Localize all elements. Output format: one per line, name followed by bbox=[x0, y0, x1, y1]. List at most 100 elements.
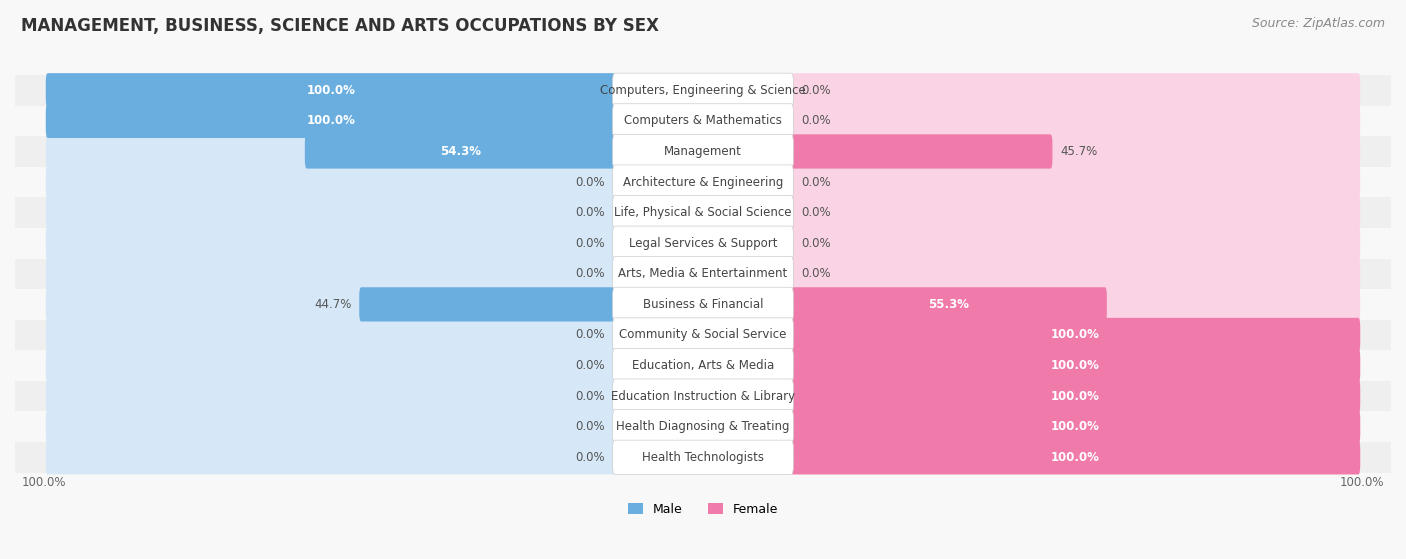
FancyBboxPatch shape bbox=[613, 165, 793, 199]
FancyBboxPatch shape bbox=[46, 287, 616, 321]
Text: Life, Physical & Social Science: Life, Physical & Social Science bbox=[614, 206, 792, 219]
Text: 54.3%: 54.3% bbox=[440, 145, 481, 158]
FancyBboxPatch shape bbox=[46, 440, 616, 475]
FancyBboxPatch shape bbox=[359, 287, 616, 321]
FancyBboxPatch shape bbox=[613, 379, 793, 413]
FancyBboxPatch shape bbox=[46, 165, 616, 199]
FancyBboxPatch shape bbox=[46, 226, 616, 260]
FancyBboxPatch shape bbox=[790, 134, 1053, 169]
Text: 100.0%: 100.0% bbox=[1340, 476, 1385, 489]
Text: Business & Financial: Business & Financial bbox=[643, 298, 763, 311]
Text: 100.0%: 100.0% bbox=[1050, 420, 1099, 433]
Bar bbox=[15, 350, 1391, 381]
Text: 100.0%: 100.0% bbox=[307, 84, 356, 97]
Text: 0.0%: 0.0% bbox=[575, 236, 605, 250]
FancyBboxPatch shape bbox=[46, 104, 616, 138]
FancyBboxPatch shape bbox=[46, 73, 616, 107]
Text: Management: Management bbox=[664, 145, 742, 158]
FancyBboxPatch shape bbox=[790, 73, 1360, 107]
FancyBboxPatch shape bbox=[790, 440, 1360, 475]
Text: 44.7%: 44.7% bbox=[314, 298, 352, 311]
FancyBboxPatch shape bbox=[613, 440, 793, 475]
FancyBboxPatch shape bbox=[613, 287, 793, 321]
FancyBboxPatch shape bbox=[790, 104, 1360, 138]
FancyBboxPatch shape bbox=[790, 196, 1360, 230]
Text: Computers, Engineering & Science: Computers, Engineering & Science bbox=[600, 84, 806, 97]
Bar bbox=[15, 197, 1391, 228]
Text: Architecture & Engineering: Architecture & Engineering bbox=[623, 176, 783, 188]
Legend: Male, Female: Male, Female bbox=[628, 503, 778, 516]
Text: Legal Services & Support: Legal Services & Support bbox=[628, 236, 778, 250]
Text: 100.0%: 100.0% bbox=[1050, 451, 1099, 464]
Bar bbox=[15, 289, 1391, 320]
Bar bbox=[15, 381, 1391, 411]
Bar bbox=[15, 75, 1391, 106]
Text: 100.0%: 100.0% bbox=[1050, 329, 1099, 342]
Text: 0.0%: 0.0% bbox=[801, 115, 831, 127]
Text: Education, Arts & Media: Education, Arts & Media bbox=[631, 359, 775, 372]
FancyBboxPatch shape bbox=[613, 257, 793, 291]
Text: 0.0%: 0.0% bbox=[575, 390, 605, 402]
FancyBboxPatch shape bbox=[790, 379, 1360, 413]
FancyBboxPatch shape bbox=[613, 226, 793, 260]
Text: 0.0%: 0.0% bbox=[801, 267, 831, 280]
Bar bbox=[15, 167, 1391, 197]
Text: Source: ZipAtlas.com: Source: ZipAtlas.com bbox=[1251, 17, 1385, 30]
FancyBboxPatch shape bbox=[790, 226, 1360, 260]
FancyBboxPatch shape bbox=[790, 440, 1360, 475]
Text: 100.0%: 100.0% bbox=[1050, 359, 1099, 372]
Bar bbox=[15, 320, 1391, 350]
Text: 0.0%: 0.0% bbox=[575, 329, 605, 342]
Bar bbox=[15, 106, 1391, 136]
Text: 0.0%: 0.0% bbox=[801, 84, 831, 97]
Text: 45.7%: 45.7% bbox=[1060, 145, 1098, 158]
FancyBboxPatch shape bbox=[46, 410, 616, 444]
Text: 0.0%: 0.0% bbox=[575, 451, 605, 464]
Text: Computers & Mathematics: Computers & Mathematics bbox=[624, 115, 782, 127]
FancyBboxPatch shape bbox=[790, 410, 1360, 444]
Bar bbox=[15, 228, 1391, 258]
Text: 0.0%: 0.0% bbox=[575, 420, 605, 433]
Bar bbox=[15, 258, 1391, 289]
FancyBboxPatch shape bbox=[46, 196, 616, 230]
FancyBboxPatch shape bbox=[46, 134, 616, 169]
Text: 0.0%: 0.0% bbox=[575, 176, 605, 188]
Text: 0.0%: 0.0% bbox=[801, 206, 831, 219]
FancyBboxPatch shape bbox=[613, 318, 793, 352]
FancyBboxPatch shape bbox=[46, 104, 616, 138]
Text: Health Diagnosing & Treating: Health Diagnosing & Treating bbox=[616, 420, 790, 433]
FancyBboxPatch shape bbox=[613, 104, 793, 138]
FancyBboxPatch shape bbox=[613, 196, 793, 230]
FancyBboxPatch shape bbox=[46, 379, 616, 413]
FancyBboxPatch shape bbox=[46, 73, 616, 107]
Text: 55.3%: 55.3% bbox=[928, 298, 969, 311]
FancyBboxPatch shape bbox=[790, 257, 1360, 291]
Text: 0.0%: 0.0% bbox=[801, 176, 831, 188]
Text: 100.0%: 100.0% bbox=[1050, 390, 1099, 402]
FancyBboxPatch shape bbox=[790, 318, 1360, 352]
Text: 0.0%: 0.0% bbox=[575, 359, 605, 372]
Bar bbox=[15, 442, 1391, 472]
Text: 100.0%: 100.0% bbox=[21, 476, 66, 489]
FancyBboxPatch shape bbox=[790, 318, 1360, 352]
Text: 0.0%: 0.0% bbox=[801, 236, 831, 250]
FancyBboxPatch shape bbox=[790, 287, 1107, 321]
Text: 0.0%: 0.0% bbox=[575, 206, 605, 219]
FancyBboxPatch shape bbox=[613, 134, 793, 169]
FancyBboxPatch shape bbox=[613, 348, 793, 383]
FancyBboxPatch shape bbox=[790, 287, 1360, 321]
Text: Community & Social Service: Community & Social Service bbox=[619, 329, 787, 342]
FancyBboxPatch shape bbox=[613, 73, 793, 107]
FancyBboxPatch shape bbox=[46, 318, 616, 352]
FancyBboxPatch shape bbox=[790, 165, 1360, 199]
FancyBboxPatch shape bbox=[613, 410, 793, 444]
FancyBboxPatch shape bbox=[305, 134, 616, 169]
FancyBboxPatch shape bbox=[790, 348, 1360, 383]
FancyBboxPatch shape bbox=[790, 410, 1360, 444]
FancyBboxPatch shape bbox=[790, 379, 1360, 413]
FancyBboxPatch shape bbox=[790, 348, 1360, 383]
Text: 100.0%: 100.0% bbox=[307, 115, 356, 127]
Text: MANAGEMENT, BUSINESS, SCIENCE AND ARTS OCCUPATIONS BY SEX: MANAGEMENT, BUSINESS, SCIENCE AND ARTS O… bbox=[21, 17, 659, 35]
Text: 0.0%: 0.0% bbox=[575, 267, 605, 280]
FancyBboxPatch shape bbox=[46, 257, 616, 291]
